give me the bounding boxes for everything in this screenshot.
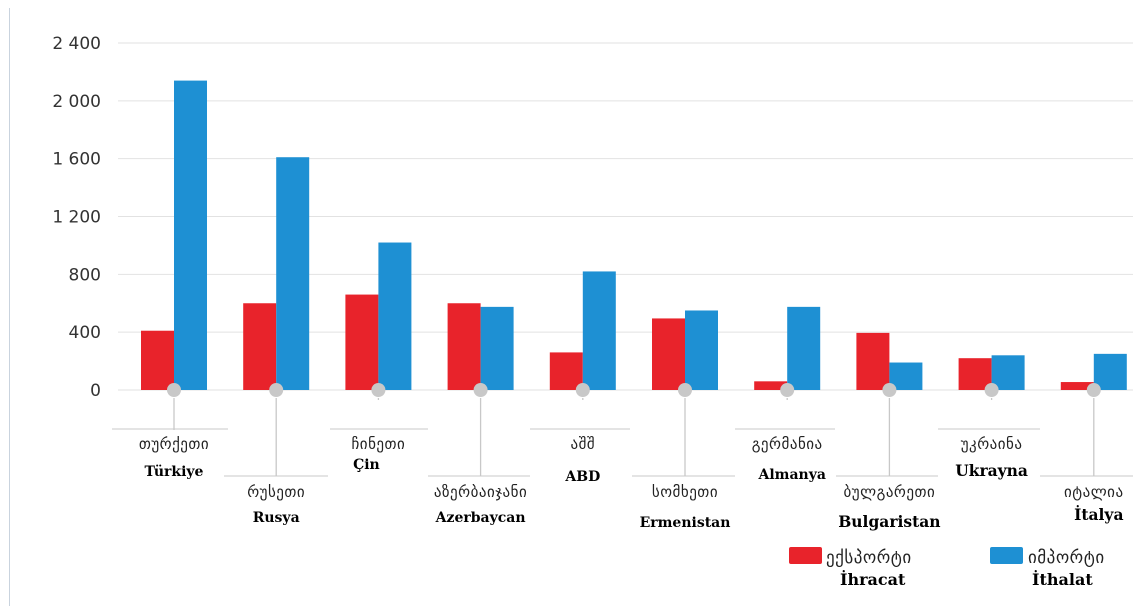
category-label-turkish: Çin xyxy=(353,457,380,473)
category-label-turkish: Almanya xyxy=(757,467,825,483)
export-bar xyxy=(549,352,583,390)
category-label-georgian: აზერბაიჯანი xyxy=(434,483,527,501)
category-label-turkish: Bulgaristan xyxy=(838,512,940,531)
export-bar xyxy=(856,332,890,390)
category-label-georgian: რუსეთი xyxy=(247,483,305,501)
axis-marker-dot xyxy=(780,383,795,397)
category-label-georgian: ბულგარეთი xyxy=(844,483,936,501)
category-label-turkish: İtalya xyxy=(1074,505,1123,524)
export-bar xyxy=(243,303,277,390)
axis-marker-dot xyxy=(473,383,488,397)
axis-marker-dot xyxy=(269,383,284,397)
import-bar xyxy=(991,355,1025,390)
export-bar xyxy=(958,358,992,390)
axis-marker-dot xyxy=(882,383,897,397)
import-bar xyxy=(889,362,923,390)
export-bar xyxy=(345,294,379,390)
category-label-turkish: Azerbaycan xyxy=(435,510,526,526)
import-bar xyxy=(1093,353,1127,390)
axis-marker-dot xyxy=(1086,383,1101,397)
legend-label-export: ექსპორტი xyxy=(826,548,912,568)
axis-marker-dot xyxy=(371,383,386,397)
import-bar xyxy=(685,310,718,390)
legend-swatch-export xyxy=(789,547,822,564)
import-bar xyxy=(378,242,412,390)
category-label-turkish: ABD xyxy=(564,469,600,485)
import-bar xyxy=(582,271,616,390)
category-label-turkish: Ermenistan xyxy=(640,515,731,531)
axis-marker-dot xyxy=(984,383,999,397)
category-label-georgian: თურქეთი xyxy=(139,435,209,453)
category-label-georgian: უკრაინა xyxy=(961,435,1023,453)
y-tick-label: 1 600 xyxy=(52,150,101,170)
y-tick-label: 1 200 xyxy=(52,208,101,228)
category-label-turkish: Türkiye xyxy=(145,464,204,480)
export-bar xyxy=(1060,382,1094,390)
category-label-georgian: აშშ xyxy=(570,435,595,453)
legend-label-export-tr: İhracat xyxy=(840,569,906,589)
import-bar xyxy=(787,306,821,390)
y-tick-label: 800 xyxy=(69,265,101,285)
axis-marker-dot xyxy=(167,383,181,397)
legend-label-import-tr: İthalat xyxy=(1032,569,1093,589)
legend-swatch-import xyxy=(990,547,1023,564)
import-bar xyxy=(174,80,207,390)
import-bar xyxy=(480,306,514,390)
y-tick-label: 2 000 xyxy=(52,92,101,112)
category-label-turkish: Ukrayna xyxy=(955,461,1028,480)
export-bar xyxy=(652,318,685,390)
export-bar xyxy=(141,330,174,390)
category-label-georgian: ჩინეთი xyxy=(351,435,405,453)
y-tick-label: 2 400 xyxy=(52,34,101,54)
export-bar xyxy=(754,381,788,390)
import-bar xyxy=(276,157,310,390)
category-label-georgian: გერმანია xyxy=(752,435,823,453)
y-tick-label: 400 xyxy=(69,323,101,343)
export-bar xyxy=(447,303,481,390)
category-label-turkish: Rusya xyxy=(253,510,300,526)
axis-marker-dot xyxy=(575,383,590,397)
category-label-georgian: იტალია xyxy=(1064,483,1124,501)
legend-label-import: იმპორტი xyxy=(1028,548,1105,568)
y-tick-label: 0 xyxy=(90,381,101,401)
axis-marker-dot xyxy=(678,383,692,397)
category-label-georgian: სომხეთი xyxy=(652,483,718,501)
left-border-rule xyxy=(9,8,10,606)
